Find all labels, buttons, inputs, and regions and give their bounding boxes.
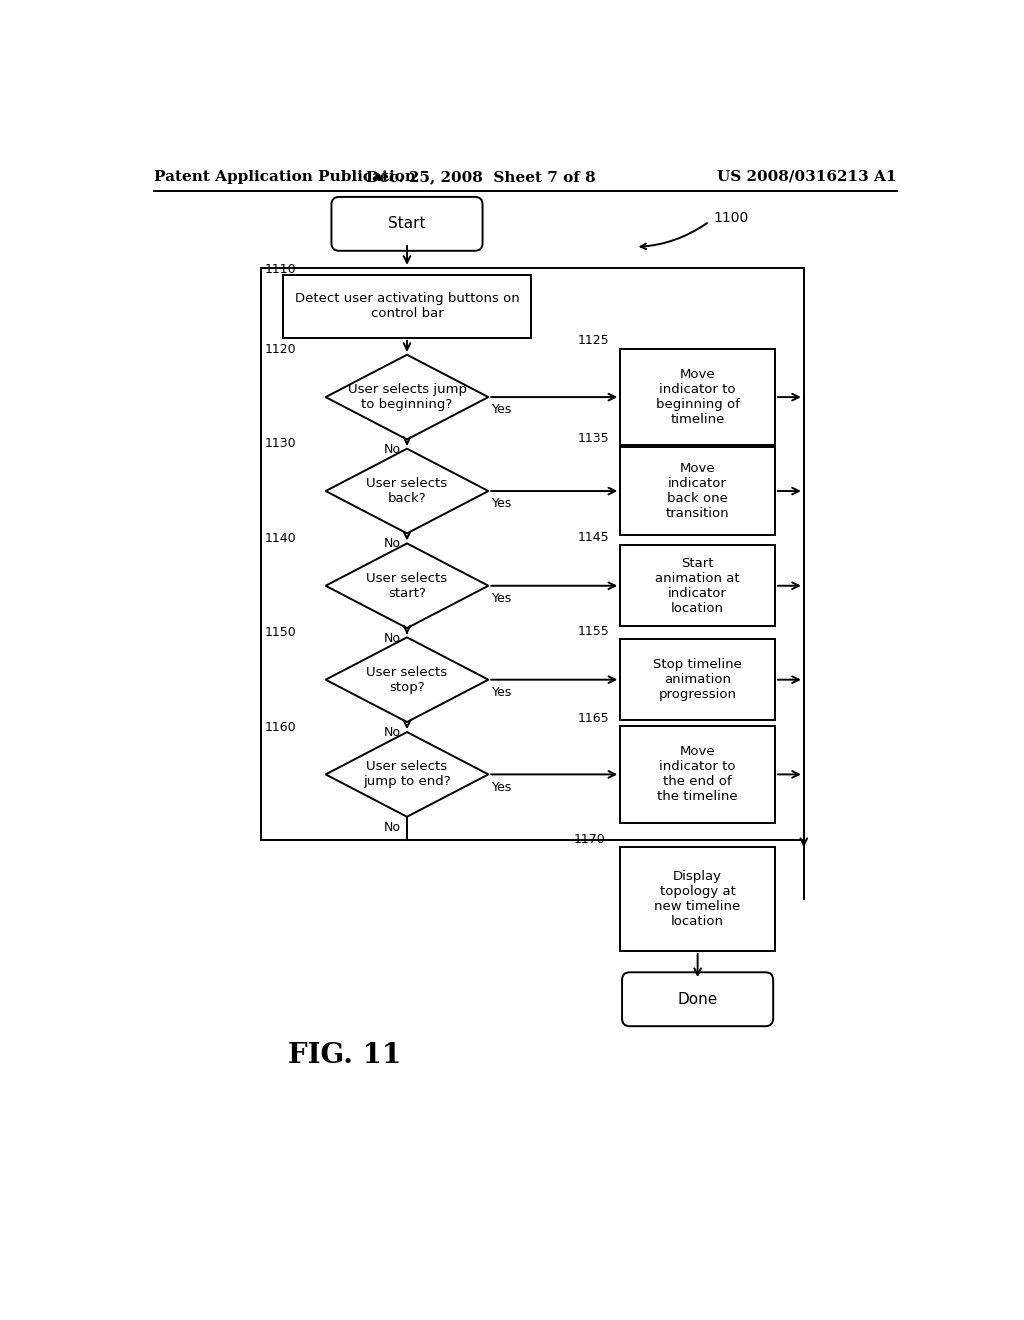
Text: Yes: Yes — [493, 686, 512, 698]
Text: User selects
stop?: User selects stop? — [367, 665, 447, 694]
Text: Detect user activating buttons on
control bar: Detect user activating buttons on contro… — [295, 292, 519, 321]
Text: FIG. 11: FIG. 11 — [289, 1041, 401, 1069]
Polygon shape — [326, 449, 488, 533]
Text: User selects jump
to beginning?: User selects jump to beginning? — [347, 383, 467, 411]
Bar — [621, 545, 775, 626]
Bar — [621, 639, 775, 721]
Text: No: No — [384, 444, 400, 457]
Text: 1125: 1125 — [578, 334, 609, 347]
Text: 1140: 1140 — [264, 532, 296, 545]
Text: 1130: 1130 — [264, 437, 296, 450]
Text: Yes: Yes — [493, 591, 512, 605]
Polygon shape — [326, 733, 488, 817]
Bar — [621, 348, 775, 445]
Bar — [621, 726, 775, 822]
Bar — [283, 275, 531, 338]
Polygon shape — [326, 638, 488, 722]
Text: Move
indicator
back one
transition: Move indicator back one transition — [666, 462, 729, 520]
Text: 1155: 1155 — [578, 624, 609, 638]
Polygon shape — [326, 355, 488, 440]
Text: 1150: 1150 — [264, 626, 296, 639]
Text: 1160: 1160 — [264, 721, 296, 734]
Text: Start
animation at
indicator
location: Start animation at indicator location — [655, 557, 740, 615]
Bar — [261, 268, 804, 840]
Text: 1165: 1165 — [578, 711, 609, 725]
Text: No: No — [384, 726, 400, 739]
Text: 1170: 1170 — [573, 833, 605, 846]
Text: Yes: Yes — [493, 780, 512, 793]
Text: 1110: 1110 — [264, 263, 296, 276]
Text: User selects
start?: User selects start? — [367, 572, 447, 599]
FancyBboxPatch shape — [332, 197, 482, 251]
Text: No: No — [384, 632, 400, 645]
Text: User selects
back?: User selects back? — [367, 477, 447, 506]
Text: User selects
jump to end?: User selects jump to end? — [364, 760, 451, 788]
Text: No: No — [384, 537, 400, 550]
Text: Start: Start — [388, 216, 426, 231]
Text: Yes: Yes — [493, 404, 512, 416]
Text: Move
indicator to
beginning of
timeline: Move indicator to beginning of timeline — [655, 368, 739, 426]
Text: 1120: 1120 — [264, 343, 296, 356]
Text: Dec. 25, 2008  Sheet 7 of 8: Dec. 25, 2008 Sheet 7 of 8 — [366, 170, 596, 183]
Text: Display
topology at
new timeline
location: Display topology at new timeline locatio… — [654, 870, 740, 928]
Text: Move
indicator to
the end of
the timeline: Move indicator to the end of the timelin… — [657, 746, 738, 804]
FancyBboxPatch shape — [622, 973, 773, 1026]
Text: US 2008/0316213 A1: US 2008/0316213 A1 — [717, 170, 897, 183]
Text: Done: Done — [678, 991, 718, 1007]
Bar — [621, 446, 775, 536]
Bar — [621, 847, 775, 952]
Text: Patent Application Publication: Patent Application Publication — [154, 170, 416, 183]
Text: 1135: 1135 — [578, 432, 609, 445]
Text: Stop timeline
animation
progression: Stop timeline animation progression — [653, 659, 742, 701]
Text: 1100: 1100 — [713, 211, 749, 226]
Text: 1145: 1145 — [578, 531, 609, 544]
Polygon shape — [326, 544, 488, 628]
Text: Yes: Yes — [493, 498, 512, 511]
Text: No: No — [384, 821, 400, 834]
